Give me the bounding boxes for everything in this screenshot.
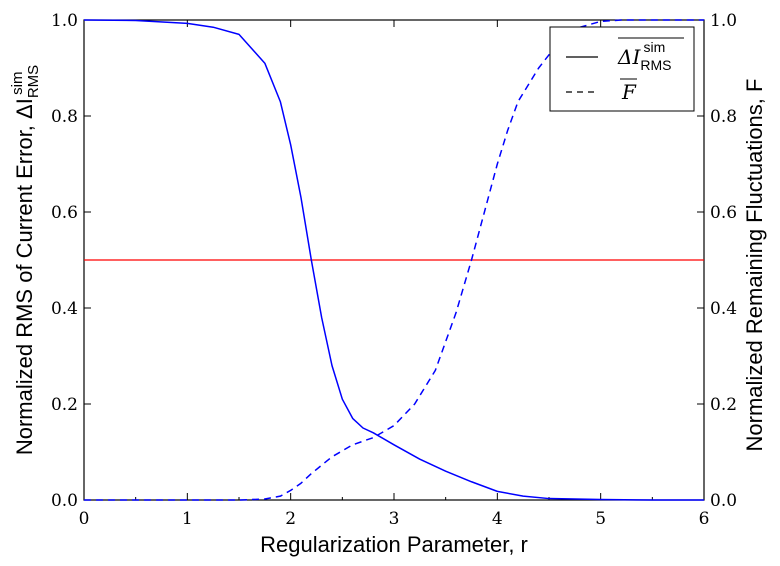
legend-label-delta-i-sub: RMS — [640, 57, 671, 73]
x-axis-label: Regularization Parameter, r — [260, 532, 528, 557]
ticks: 0 1 2 3 4 5 60.00.20.40.60.81.00.00.20.40.60.8… — [51, 11, 737, 529]
y-right-tick-label: 0.2 — [710, 395, 737, 415]
y-right-tick-label: 0.8 — [710, 107, 737, 127]
y-axis-label-left-sub: RMS — [25, 65, 42, 98]
y-left-tick-label: 1.0 — [51, 11, 78, 31]
y-left-tick-label: 0.8 — [51, 107, 78, 127]
x-tick-label: 1 — [182, 509, 193, 529]
legend: ΔIRMS sim F — [549, 26, 695, 112]
y-axis-label-left-sup: sim — [9, 71, 26, 94]
legend-label-delta-i-main: ΔI — [617, 45, 641, 69]
y-right-tick-label: 0.6 — [710, 203, 737, 223]
x-tick-label: 2 — [285, 509, 296, 529]
x-tick-label: 0 — [79, 509, 90, 529]
y-right-tick-label: 1.0 — [710, 11, 737, 31]
legend-label-f: F — [621, 80, 637, 104]
x-tick-label: 4 — [492, 509, 503, 529]
y-right-tick-label: 0.0 — [710, 491, 737, 511]
x-tick-label: 5 — [595, 509, 606, 529]
series-delta-i-line — [83, 19, 704, 501]
y-left-tick-label: 0.2 — [51, 395, 78, 415]
y-right-tick-label: 0.4 — [710, 299, 737, 319]
y-axis-label-left: Normalized RMS of Current Error, ΔIRMSsi… — [9, 65, 42, 455]
y-left-tick-label: 0.6 — [51, 203, 78, 223]
legend-label-delta-i-sup: sim — [643, 39, 665, 55]
x-tick-label: 6 — [699, 509, 710, 529]
y-axis-label-left-main: Normalized RMS of Current Error, ΔI — [12, 98, 37, 455]
legend-box — [549, 26, 695, 112]
y-left-tick-label: 0.4 — [51, 299, 78, 319]
legend-label-delta-i: ΔIRMS sim — [617, 39, 671, 73]
x-tick-label: 3 — [389, 509, 400, 529]
y-axis-label-right: Normalized Remaining Fluctuations, F — [742, 79, 767, 452]
y-left-tick-label: 0.0 — [51, 491, 78, 511]
